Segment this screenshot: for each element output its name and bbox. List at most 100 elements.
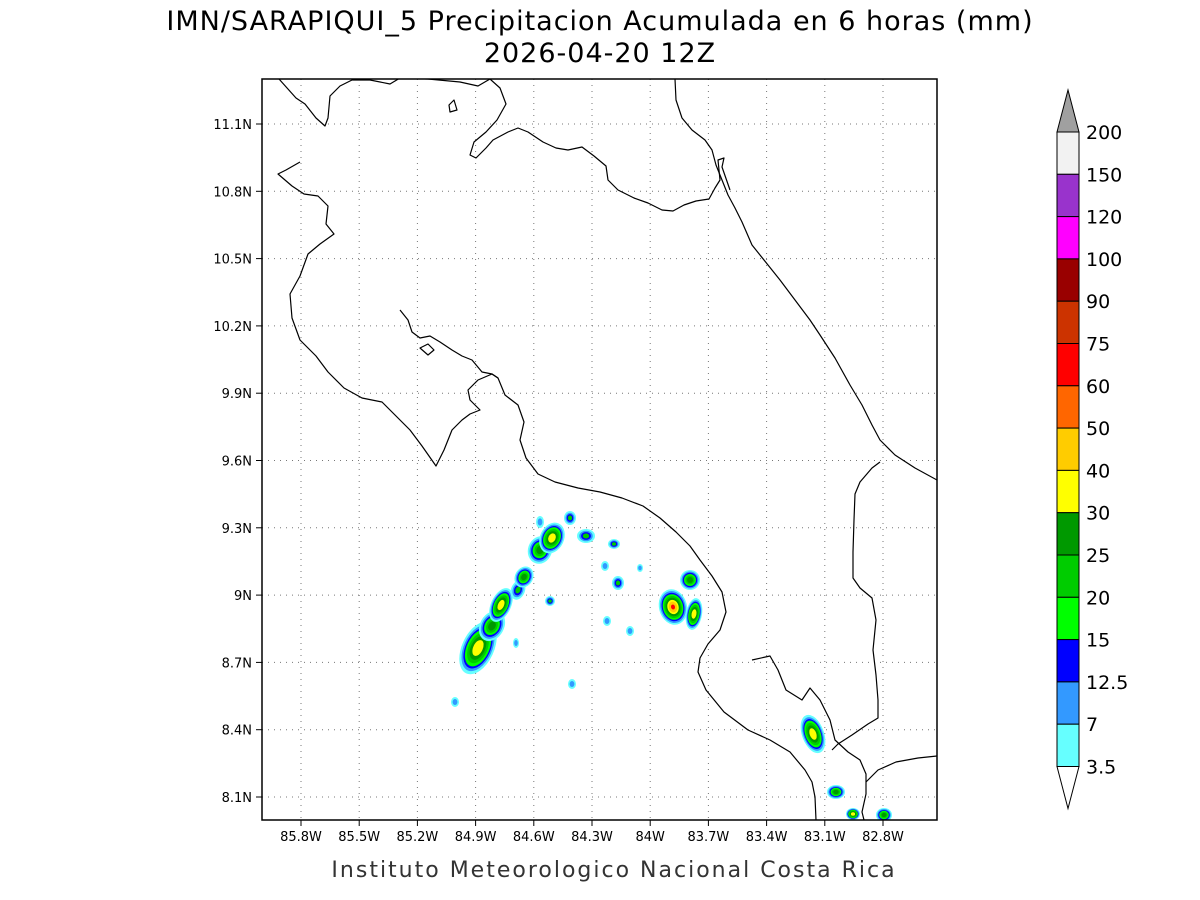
rain-contour bbox=[514, 640, 518, 646]
y-tick-label: 9N bbox=[234, 589, 252, 604]
colorbar-level-label: 40 bbox=[1086, 460, 1110, 482]
rain-contour bbox=[687, 577, 693, 583]
y-tick-label: 10.8N bbox=[213, 185, 252, 200]
x-tick-label: 84.6W bbox=[513, 830, 555, 845]
rain-contour bbox=[548, 533, 556, 543]
rain-cell bbox=[603, 616, 611, 626]
colorbar-upper-arrow bbox=[1056, 88, 1080, 133]
rain-cell bbox=[577, 529, 595, 543]
rain-cell bbox=[568, 679, 576, 689]
caribbean-coast bbox=[674, 79, 937, 481]
colorbar-swatch bbox=[1056, 512, 1080, 556]
colorbar-swatch bbox=[1056, 469, 1080, 514]
rain-contour bbox=[604, 618, 610, 624]
rain-cell bbox=[545, 596, 555, 606]
rain-cell bbox=[680, 570, 700, 590]
map-subtitle: 2026-04-20 12Z bbox=[484, 38, 716, 69]
rain-contour bbox=[670, 604, 676, 610]
rain-contour bbox=[452, 699, 458, 705]
x-tick-label: 85.8W bbox=[280, 830, 322, 845]
rain-cell bbox=[564, 511, 576, 525]
colorbar-swatch bbox=[1056, 596, 1080, 641]
rain-contour bbox=[833, 789, 839, 795]
rain-contour bbox=[881, 812, 887, 818]
colorbar-level-label: 50 bbox=[1086, 418, 1110, 440]
precipitation-field bbox=[451, 511, 892, 820]
rain-contour bbox=[521, 573, 527, 581]
colorbar-swatch bbox=[1056, 554, 1080, 598]
rain-contour bbox=[488, 621, 496, 631]
rain-contour bbox=[548, 599, 552, 603]
colorbar-swatch bbox=[1056, 173, 1080, 218]
x-tick-label: 85.5W bbox=[338, 830, 380, 845]
colorbar-level-label: 3.5 bbox=[1086, 757, 1116, 779]
rain-cell bbox=[513, 638, 519, 648]
rain-contour bbox=[611, 542, 617, 546]
colorbar-level-label: 30 bbox=[1086, 503, 1110, 525]
rain-cell bbox=[637, 564, 643, 572]
colorbar-level-label: 25 bbox=[1086, 545, 1110, 567]
coastline-nicaragua-north bbox=[278, 79, 731, 212]
colorbar-swatch bbox=[1056, 258, 1080, 302]
rain-contour bbox=[472, 640, 484, 656]
colorbar-swatch bbox=[1056, 639, 1080, 683]
rain-cell bbox=[612, 576, 624, 590]
colorbar: 200 150 120 100 90 75 60 50 40 30 25 20 15 12.5 7 3.5 bbox=[1056, 88, 1128, 811]
rain-contour bbox=[515, 586, 521, 594]
chira-island bbox=[419, 343, 435, 356]
colorbar-level-label: 90 bbox=[1086, 291, 1110, 313]
rain-contour bbox=[569, 681, 575, 687]
rain-contour bbox=[627, 628, 633, 634]
map-frame bbox=[261, 78, 938, 821]
colorbar-level-label: 15 bbox=[1086, 630, 1110, 652]
border-panama bbox=[831, 461, 881, 751]
colorbar-level-label: 200 bbox=[1086, 122, 1122, 144]
x-tick-label: 83.1W bbox=[804, 830, 846, 845]
rain-cell bbox=[846, 808, 860, 820]
y-tick-label: 11.1N bbox=[213, 118, 252, 133]
osa-peninsula bbox=[751, 655, 867, 820]
rain-cell bbox=[876, 808, 892, 820]
rain-contour bbox=[602, 563, 608, 569]
x-tick-label: 85.2W bbox=[396, 830, 438, 845]
colorbar-swatch bbox=[1056, 723, 1080, 768]
colorbar-level-label: 100 bbox=[1086, 249, 1122, 271]
y-tick-label: 9.9N bbox=[222, 387, 252, 402]
rain-contour bbox=[497, 599, 505, 611]
x-axis: 85.8W 85.5W 85.2W 84.9W 84.6W 84.3W 84W 83.7W 83… bbox=[280, 820, 904, 845]
map-frame-background bbox=[262, 79, 937, 820]
y-tick-label: 10.2N bbox=[213, 320, 252, 335]
x-tick-label: 84.9W bbox=[455, 830, 497, 845]
map-title: IMN/SARAPIQUI_5 Precipitacion Acumulada … bbox=[166, 6, 1033, 37]
rain-contour bbox=[567, 515, 573, 521]
bolanos-island bbox=[448, 99, 458, 113]
rain-cell bbox=[536, 516, 544, 528]
rain-contour bbox=[809, 728, 817, 740]
y-tick-label: 9.3N bbox=[222, 522, 252, 537]
pacific-coast-guanacaste bbox=[277, 161, 499, 467]
y-tick-label: 9.6N bbox=[222, 455, 252, 470]
y-tick-label: 8.1N bbox=[222, 791, 252, 806]
x-tick-label: 84.3W bbox=[571, 830, 613, 845]
colorbar-level-label: 75 bbox=[1086, 334, 1110, 356]
colorbar-level-label: 150 bbox=[1086, 164, 1122, 186]
rain-cell bbox=[489, 588, 513, 622]
rain-cell bbox=[451, 697, 459, 707]
colorbar-lower-arrow bbox=[1056, 766, 1080, 811]
colorbar-swatch bbox=[1056, 385, 1080, 429]
rain-contour bbox=[691, 609, 697, 619]
rain-contour bbox=[638, 565, 642, 571]
rain-contour bbox=[615, 580, 621, 586]
colorbar-level-label: 60 bbox=[1086, 376, 1110, 398]
colorbar-level-label: 120 bbox=[1086, 207, 1122, 229]
colorbar-swatch bbox=[1056, 131, 1080, 175]
x-tick-label: 84W bbox=[635, 830, 665, 845]
colorbar-swatch bbox=[1056, 681, 1080, 725]
rain-cell bbox=[685, 598, 703, 630]
colorbar-level-label: 7 bbox=[1086, 714, 1098, 736]
x-tick-label: 83.7W bbox=[687, 830, 729, 845]
colorbar-swatch bbox=[1056, 300, 1080, 345]
rain-cell bbox=[608, 539, 620, 549]
rain-cell bbox=[626, 626, 634, 636]
y-tick-label: 8.7N bbox=[222, 656, 252, 671]
